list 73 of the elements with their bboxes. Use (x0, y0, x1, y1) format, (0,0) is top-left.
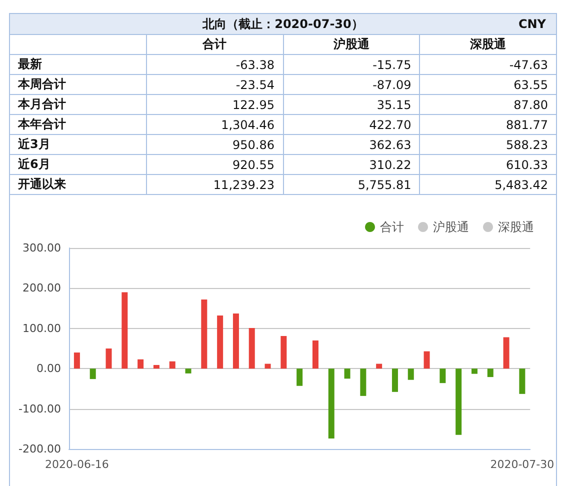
y-tick-label: -200.00 (18, 442, 61, 456)
data-label: 610.33 (420, 154, 556, 174)
data-label: 87.80 (420, 94, 556, 114)
bar (296, 368, 303, 386)
bar (471, 368, 478, 374)
bar (360, 368, 366, 396)
data-label: -23.54 (146, 74, 283, 94)
data-label: 63.55 (420, 74, 556, 94)
bar (408, 368, 414, 380)
category-label: 开通以来 (10, 174, 146, 194)
data-label: 920.55 (146, 154, 283, 174)
data-label: 35.15 (283, 94, 420, 114)
data-label: 5,755.81 (283, 174, 420, 194)
bar (519, 368, 526, 394)
category-label: 本月合计 (10, 94, 146, 114)
bar (232, 314, 239, 369)
bar (74, 352, 80, 369)
bar (456, 368, 462, 435)
text: 深股通 (420, 34, 556, 54)
data-label: 1,304.46 (146, 114, 283, 134)
legend-label: 沪股通 (433, 220, 469, 234)
bar (344, 368, 350, 379)
text: CNY (518, 17, 546, 31)
data-label: 5,483.42 (420, 174, 556, 194)
data-label: 122.95 (146, 94, 283, 114)
x-tick-label: 2020-06-16 (44, 458, 109, 471)
bar (487, 368, 494, 378)
bar (424, 351, 430, 369)
category-label: 近6月 (10, 154, 146, 174)
y-tick-label: 100.00 (22, 322, 61, 335)
y-tick-label: 300.00 (22, 242, 61, 254)
bar (392, 368, 398, 392)
text: 沪股通 (283, 34, 420, 54)
legend-label: 合计 (380, 220, 404, 234)
category-label: 最新 (10, 54, 146, 74)
bar (90, 368, 96, 380)
data-label: 362.63 (283, 134, 420, 154)
bar (280, 336, 287, 369)
data-label: 588.23 (420, 134, 556, 154)
bar (376, 364, 382, 369)
category-label: 本年合计 (10, 114, 146, 134)
text: 合计 (146, 34, 283, 54)
data-label: -47.63 (420, 54, 556, 74)
data-label: 422.70 (283, 114, 420, 134)
bar (169, 361, 176, 369)
data-label: 11,239.23 (146, 174, 283, 194)
bar (153, 364, 160, 369)
bar (122, 292, 128, 369)
data-label: 881.77 (420, 114, 556, 134)
bar (328, 368, 334, 439)
y-tick-label: 200.00 (22, 282, 61, 295)
category-label: 本周合计 (10, 74, 146, 94)
y-tick-label: 0.00 (36, 362, 61, 376)
bar (138, 359, 144, 369)
data-label: -63.38 (146, 54, 283, 74)
data-label: 310.22 (283, 154, 420, 174)
data-label: 950.86 (146, 134, 283, 154)
bar (201, 299, 208, 369)
legend-label: 深股通 (498, 220, 534, 234)
y-tick-label: -100.00 (18, 402, 61, 416)
bar (185, 368, 192, 374)
bar (503, 337, 510, 369)
bar (248, 328, 255, 369)
data-label: -87.09 (283, 74, 420, 94)
bar (264, 364, 271, 369)
text: 北向（截止：2020-07-30） (202, 16, 364, 30)
x-tick-label: 2020-07-30 (490, 458, 554, 471)
bar (312, 340, 318, 369)
data-label: -15.75 (283, 54, 420, 74)
bar (440, 368, 446, 384)
bar (106, 348, 112, 369)
category-label: 近3月 (10, 134, 146, 154)
bar (217, 316, 224, 369)
